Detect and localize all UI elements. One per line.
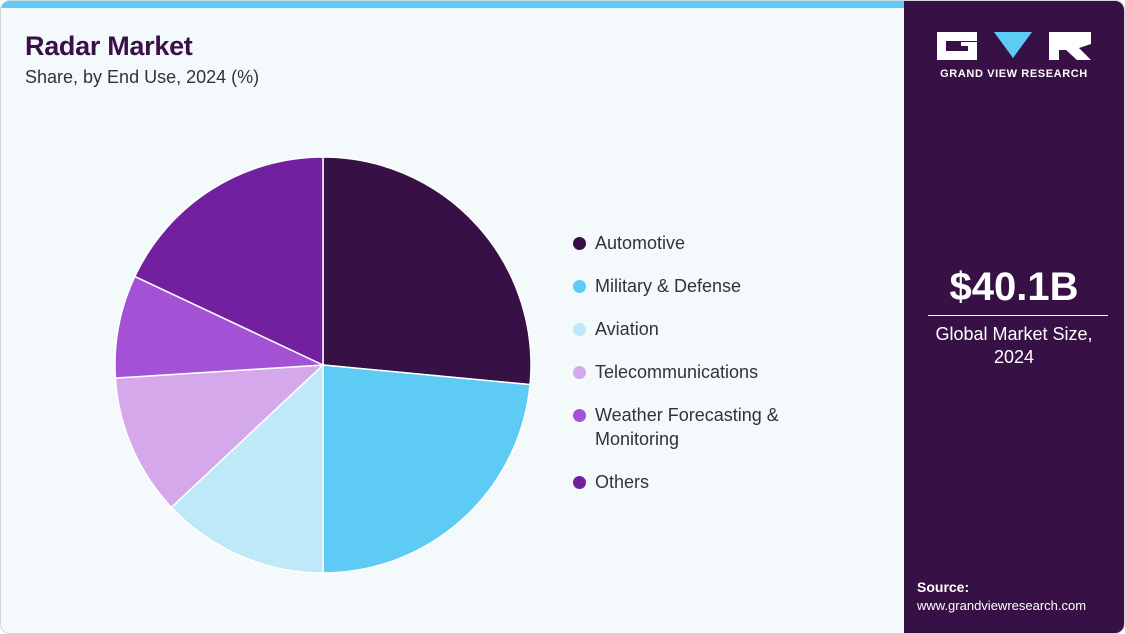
source-url: www.grandviewresearch.com — [917, 598, 1087, 613]
pie-slice-others — [133, 156, 324, 367]
chart-title: Radar Market — [25, 31, 193, 61]
grand-view-research-logo — [937, 32, 1091, 60]
chart-area: Radar Market Share, by End Use, 2024 (%)… — [1, 1, 904, 633]
legend-label-line-2: Monitoring — [595, 429, 680, 449]
pie-slice-military-defense — [322, 364, 531, 574]
accent-bar — [1, 1, 904, 8]
legend-item-aviation: Aviation — [573, 317, 873, 341]
legend-item-military-defense: Military & Defense — [573, 274, 873, 298]
pie-slice-weather-forecasting-monitoring — [114, 275, 324, 379]
legend-item-weather-forecasting: Weather Forecasting & Monitoring — [573, 403, 873, 451]
pie-slice-telecommunications — [114, 364, 326, 509]
legend-dot — [573, 476, 586, 489]
market-size-value: $40.1B — [949, 265, 1079, 309]
legend-item-automotive: Automotive — [573, 231, 873, 255]
legend-dot — [573, 323, 586, 336]
pie-chart — [114, 156, 532, 574]
legend-label: Telecommunications — [595, 362, 759, 382]
brand-name: GRAND VIEW RESEARCH — [940, 68, 1088, 80]
legend-label: Aviation — [595, 319, 659, 339]
legend: Automotive Military & Defense Aviation T… — [573, 231, 873, 513]
legend-label: Military & Defense — [595, 276, 742, 296]
chart-subtitle: Share, by End Use, 2024 (%) — [25, 67, 260, 87]
source-label: Source: — [917, 579, 970, 595]
pie-slice-automotive — [322, 156, 532, 386]
divider — [928, 315, 1108, 316]
legend-label: Others — [595, 472, 650, 492]
market-size-label: Global Market Size, 2024 — [935, 324, 1093, 367]
legend-dot — [573, 409, 586, 422]
legend-dot — [573, 366, 586, 379]
legend-dot — [573, 280, 586, 293]
legend-dot — [573, 237, 586, 250]
legend-label-line-1: Weather Forecasting & — [595, 405, 779, 425]
legend-label: Automotive — [595, 233, 686, 253]
legend-item-telecommunications: Telecommunications — [573, 360, 873, 384]
summary-panel: GRAND VIEW RESEARCH $40.1B Global Market… — [904, 1, 1124, 633]
pie-slice-aviation — [170, 363, 324, 574]
legend-item-others: Others — [573, 470, 873, 494]
